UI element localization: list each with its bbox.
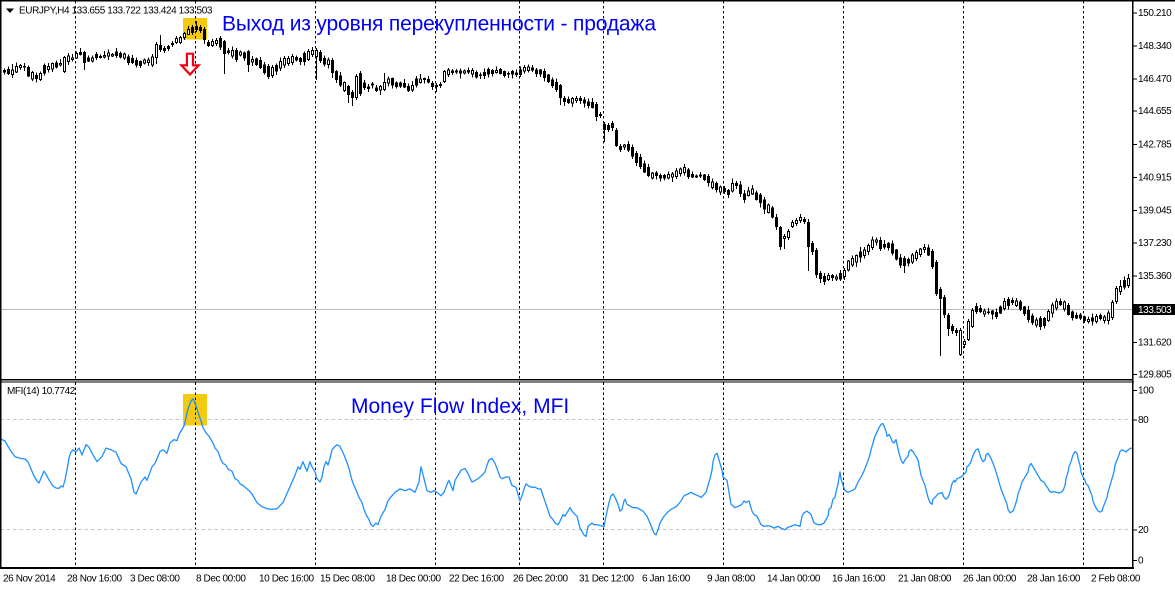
svg-text:28 Jan 16:00: 28 Jan 16:00 — [1027, 574, 1081, 585]
svg-text:Выход из уровня перекупленност: Выход из уровня перекупленности - продаж… — [222, 13, 656, 36]
svg-text:140.915: 140.915 — [1138, 173, 1172, 184]
svg-text:9 Jan 08:00: 9 Jan 08:00 — [707, 574, 756, 585]
svg-text:133.503: 133.503 — [1138, 305, 1172, 316]
svg-text:18 Dec 00:00: 18 Dec 00:00 — [386, 574, 442, 585]
svg-text:20: 20 — [1138, 525, 1149, 536]
svg-text:144.655: 144.655 — [1138, 106, 1172, 117]
svg-text:26 Dec 20:00: 26 Dec 20:00 — [513, 574, 569, 585]
svg-text:135.360: 135.360 — [1138, 271, 1172, 282]
svg-text:28 Nov 16:00: 28 Nov 16:00 — [67, 574, 123, 585]
svg-text:150.210: 150.210 — [1138, 8, 1172, 19]
svg-text:100: 100 — [1138, 386, 1154, 397]
svg-text:80: 80 — [1138, 415, 1149, 426]
svg-text:14 Jan 00:00: 14 Jan 00:00 — [767, 574, 821, 585]
svg-text:3 Dec 08:00: 3 Dec 08:00 — [130, 574, 180, 585]
svg-text:26 Jan 00:00: 26 Jan 00:00 — [963, 574, 1017, 585]
svg-text:MFI(14) 10.7742: MFI(14) 10.7742 — [7, 386, 76, 397]
svg-text:10 Dec 16:00: 10 Dec 16:00 — [259, 574, 315, 585]
svg-text:137.230: 137.230 — [1138, 238, 1172, 249]
svg-text:142.785: 142.785 — [1138, 139, 1172, 150]
svg-text:31 Dec 12:00: 31 Dec 12:00 — [579, 574, 635, 585]
svg-text:Money Flow Index, MFI: Money Flow Index, MFI — [351, 395, 569, 418]
svg-text:8 Dec 00:00: 8 Dec 00:00 — [196, 574, 246, 585]
svg-text:26 Nov 2014: 26 Nov 2014 — [3, 574, 56, 585]
svg-text:131.620: 131.620 — [1138, 337, 1172, 348]
svg-text:2 Feb 08:00: 2 Feb 08:00 — [1091, 574, 1141, 585]
svg-text:21 Jan 08:00: 21 Jan 08:00 — [898, 574, 952, 585]
svg-text:129.805: 129.805 — [1138, 369, 1172, 380]
svg-text:148.340: 148.340 — [1138, 41, 1172, 52]
svg-text:146.470: 146.470 — [1138, 74, 1172, 85]
svg-text:139.045: 139.045 — [1138, 206, 1172, 217]
svg-text:22 Dec 16:00: 22 Dec 16:00 — [449, 574, 505, 585]
svg-text:0: 0 — [1138, 556, 1144, 567]
svg-text:15 Dec 08:00: 15 Dec 08:00 — [320, 574, 376, 585]
svg-text:EURJPY,H4 133.655 133.722 133: EURJPY,H4 133.655 133.722 133.424 133.50… — [19, 6, 213, 17]
svg-text:6 Jan 16:00: 6 Jan 16:00 — [642, 574, 691, 585]
svg-text:16 Jan 16:00: 16 Jan 16:00 — [832, 574, 886, 585]
